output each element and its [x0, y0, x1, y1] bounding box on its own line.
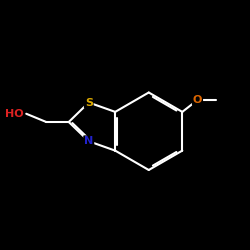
Text: S: S [85, 98, 93, 108]
Text: N: N [84, 136, 94, 146]
Text: HO: HO [5, 109, 24, 119]
Text: O: O [193, 95, 202, 105]
